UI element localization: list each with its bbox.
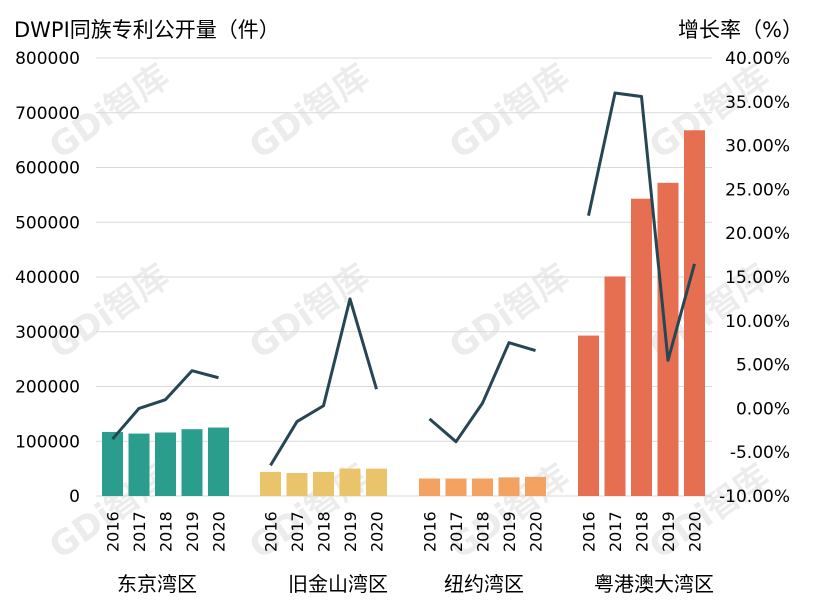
x-tick-label: 2020: [210, 511, 229, 552]
x-tick-label: 2018: [633, 511, 652, 552]
growth-line: [587, 91, 696, 362]
bar: [260, 471, 281, 496]
bar: [604, 276, 626, 496]
x-tick-label: 2020: [686, 511, 705, 552]
y2-tick-label: 40.00%: [725, 49, 790, 69]
y2-tick-label: 25.00%: [725, 180, 790, 200]
x-tick-label: 2018: [474, 511, 493, 552]
y2-tick-label: 30.00%: [725, 137, 790, 157]
bar: [445, 478, 467, 496]
y2-tick-label: 35.00%: [725, 93, 790, 113]
bar: [684, 130, 705, 496]
x-tick-label: 2018: [315, 511, 334, 552]
bar: [472, 478, 493, 496]
growth-line: [428, 341, 536, 444]
y2-tick-label: 10.00%: [725, 312, 790, 332]
bar: [128, 433, 150, 496]
watermark-text: GDi智库: [442, 57, 576, 168]
y-tick-label: 0: [69, 487, 80, 507]
x-tick-label: 2019: [183, 511, 202, 552]
bar: [155, 432, 176, 496]
x-tick-label: 2016: [580, 511, 599, 552]
x-tick-label: 2019: [500, 511, 519, 552]
y-tick-label: 500000: [15, 213, 80, 233]
y-axis-right: -10.00% -5.00% 0.00% 5.00% 10.00% 15.00% 20.00…: [719, 49, 790, 507]
growth-lines: [111, 91, 696, 467]
bar: [286, 473, 308, 496]
y-tick-label: 800000: [15, 49, 80, 69]
y2-tick-label: 20.00%: [725, 224, 790, 244]
bar: [419, 478, 440, 496]
bar: [366, 468, 387, 496]
x-axis-years: 2016 2017 2018 2019 2020 2016 2017 2018 2019 2020…: [104, 511, 705, 552]
y-tick-label: 400000: [15, 268, 80, 288]
watermark-text: GDi智库: [242, 57, 376, 168]
bar: [657, 182, 679, 496]
bar: [313, 471, 334, 496]
x-tick-label: 2017: [606, 511, 625, 552]
growth-line: [269, 297, 378, 467]
x-tick-label: 2019: [341, 511, 360, 552]
y-tick-label: 100000: [15, 432, 80, 452]
x-tick-label: 2017: [130, 511, 149, 552]
region-label: 粤港澳大湾区: [594, 572, 714, 596]
x-axis-regions: 东京湾区 旧金山湾区 纽约湾区 粤港澳大湾区: [117, 572, 714, 596]
secondary-axis-title: 增长率（%）: [678, 18, 803, 42]
bars: [102, 130, 705, 496]
y-axis-left: 0 100000 200000 300000 400000 500000 600000 700…: [15, 49, 80, 507]
bar: [631, 198, 652, 496]
y2-tick-label: -5.00%: [730, 443, 790, 463]
y-tick-label: 300000: [15, 323, 80, 343]
y-tick-label: 700000: [15, 104, 80, 124]
y2-tick-label: -10.00%: [719, 487, 790, 507]
x-tick-label: 2016: [104, 511, 123, 552]
bar: [102, 431, 123, 496]
watermark-text: GDi智库: [442, 257, 576, 368]
bar: [181, 429, 203, 496]
x-tick-label: 2017: [447, 511, 466, 552]
growth-line: [111, 369, 219, 441]
x-tick-label: 2020: [368, 511, 387, 552]
bar: [498, 477, 520, 496]
primary-axis-title: DWPI同族专利公开量（件）: [14, 18, 280, 42]
y2-tick-label: 0.00%: [736, 399, 790, 419]
watermark-text: GDi智库: [242, 257, 376, 368]
x-tick-label: 2019: [659, 511, 678, 552]
bar: [339, 468, 361, 496]
x-tick-label: 2017: [288, 511, 307, 552]
bar: [208, 427, 229, 496]
x-tick-label: 2016: [421, 511, 440, 552]
y-tick-label: 200000: [15, 378, 80, 398]
y-tick-label: 600000: [15, 159, 80, 179]
y2-tick-label: 15.00%: [725, 268, 790, 288]
region-label: 纽约湾区: [444, 572, 524, 596]
x-tick-label: 2020: [527, 511, 546, 552]
x-tick-label: 2016: [262, 511, 281, 552]
bar: [525, 476, 546, 496]
bar: [578, 335, 599, 496]
x-tick-label: 2018: [157, 511, 176, 552]
region-label: 旧金山湾区: [288, 572, 388, 596]
y2-tick-label: 5.00%: [736, 356, 790, 376]
region-label: 东京湾区: [117, 572, 197, 596]
